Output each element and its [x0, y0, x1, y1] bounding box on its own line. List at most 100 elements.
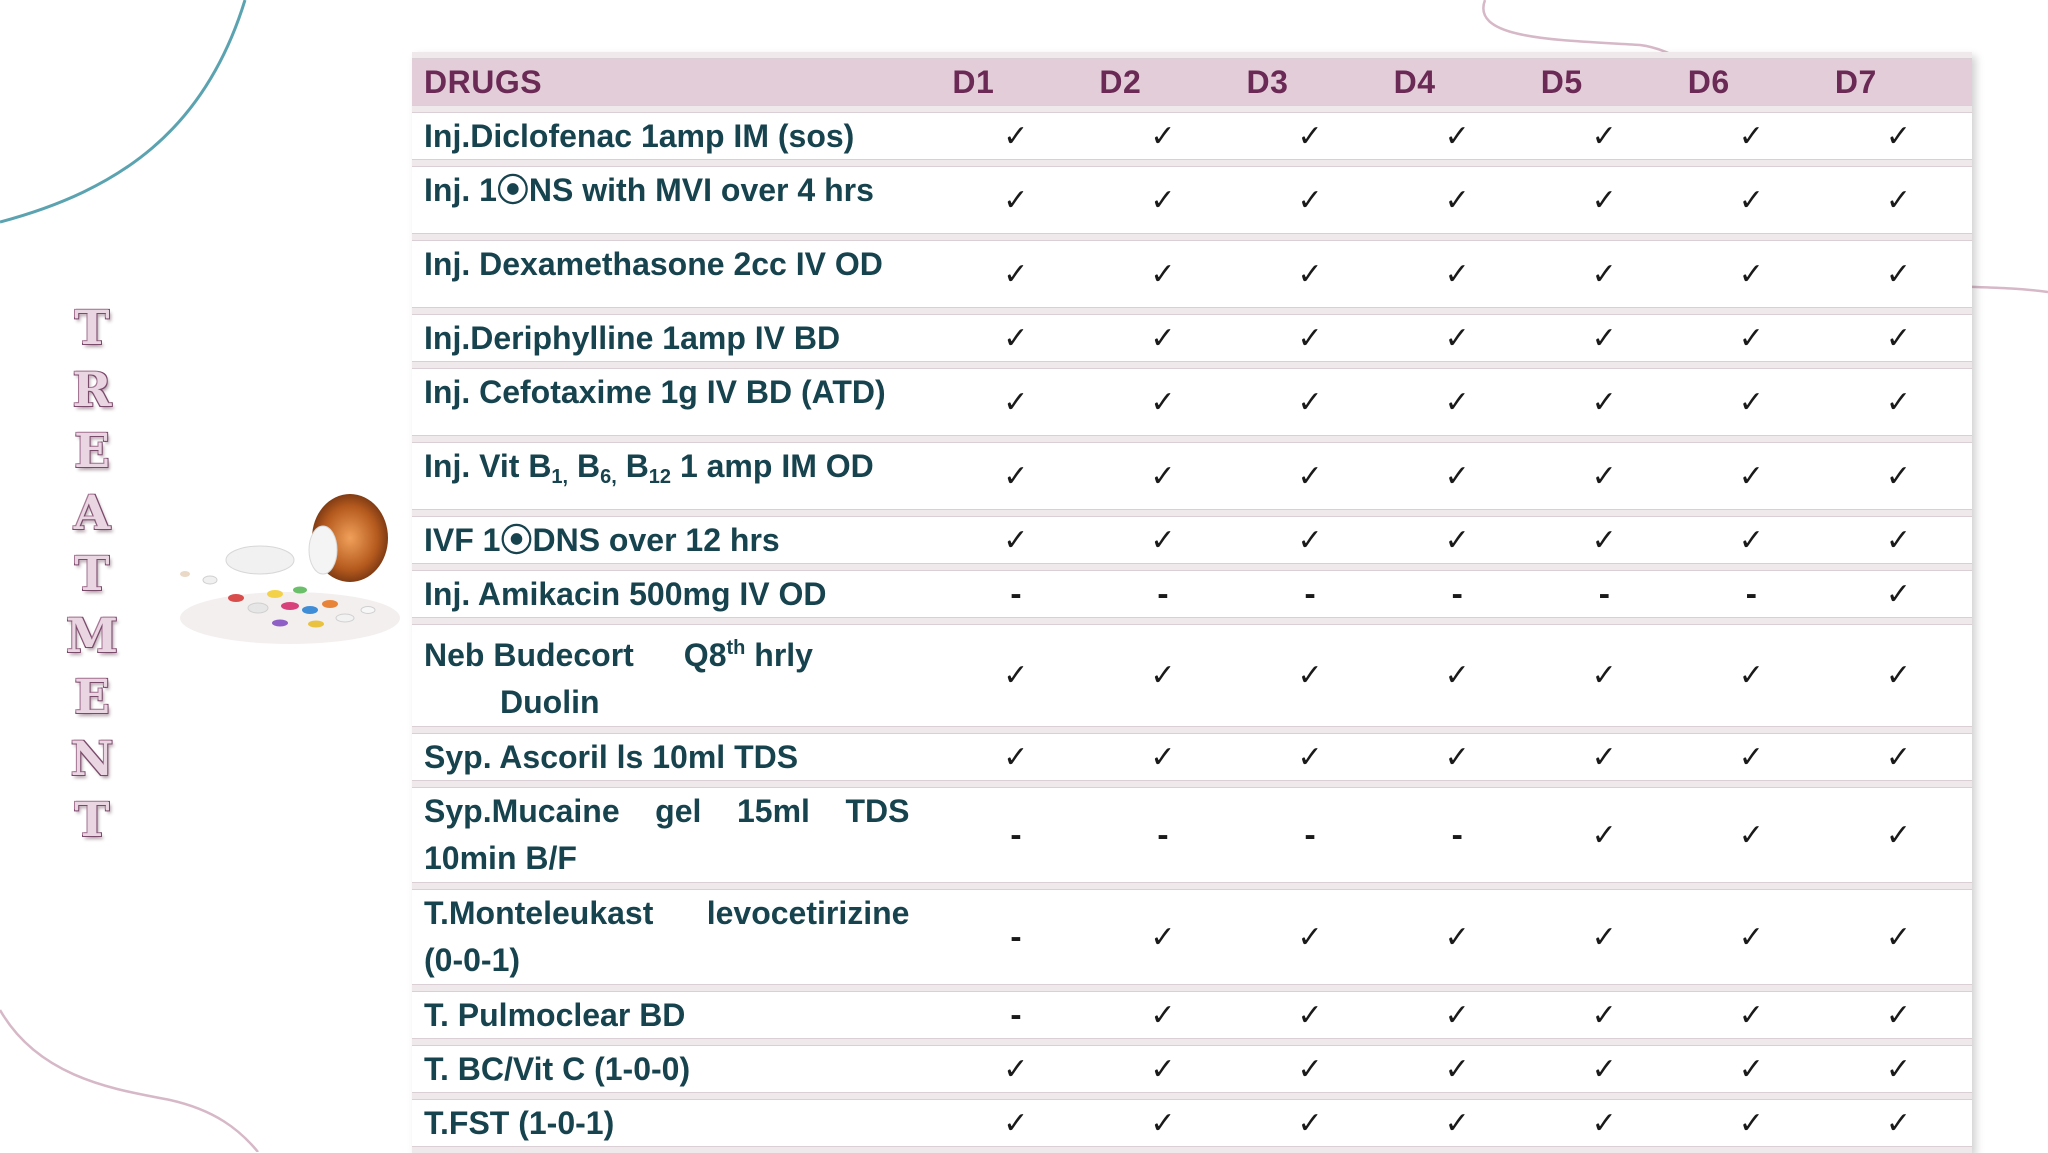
table-row: T.Monteleukast levocetirizine (0-0-1) - ✓ ✓…	[412, 889, 1972, 985]
drug-name: Inj. Amikacin 500mg IV OD	[412, 570, 943, 618]
subscript: 1,	[551, 466, 569, 488]
check-mark: ✓	[1824, 166, 1972, 234]
check-mark: ✓	[1530, 991, 1678, 1039]
check-mark: ✓	[1824, 368, 1972, 436]
drug-name: Inj.Diclofenac 1amp IM (sos)	[412, 112, 943, 160]
check-mark: ✓	[942, 368, 1090, 436]
check-mark: ✓	[1089, 442, 1237, 510]
drug-text: hrly	[745, 637, 813, 673]
check-mark: ✓	[1236, 112, 1384, 160]
header-day: D5	[1530, 58, 1678, 106]
drug-name: Syp.Mucaine gel 15ml TDS 10min B/F	[412, 787, 943, 883]
check-mark: ✓	[1677, 240, 1825, 308]
check-mark: ✓	[1530, 240, 1678, 308]
drug-text: Q8	[683, 637, 727, 673]
check-mark: ✓	[1236, 240, 1384, 308]
check-mark: ✓	[1677, 733, 1825, 781]
check-mark: ✓	[1089, 112, 1237, 160]
title-letter: E	[74, 424, 110, 479]
check-mark: ✓	[1089, 624, 1237, 727]
drug-text: B	[616, 448, 649, 484]
table-row: T. BC/Vit C (1-0-0) ✓ ✓ ✓ ✓ ✓ ✓ ✓	[412, 1045, 1972, 1093]
check-mark: ✓	[1824, 889, 1972, 985]
title-letter: E	[74, 670, 110, 725]
check-mark: ✓	[1236, 1045, 1384, 1093]
dash-mark: -	[942, 889, 1090, 985]
check-mark: ✓	[1824, 314, 1972, 362]
check-mark: ✓	[1530, 442, 1678, 510]
check-mark: ✓	[1530, 733, 1678, 781]
table-header-row: DRUGS D1 D2 D3 D4 D5 D6 D7	[412, 58, 1972, 106]
check-mark: ✓	[1530, 1045, 1678, 1093]
pink-curve-bottom-left	[0, 1009, 259, 1152]
drug-text: T.Monteleukast levocetirizine	[424, 895, 910, 931]
check-mark: ✓	[1824, 991, 1972, 1039]
check-mark: ✓	[1677, 1099, 1825, 1147]
dash-mark: -	[1383, 787, 1531, 883]
title-letter: T	[74, 301, 110, 356]
check-mark: ✓	[1824, 1045, 1972, 1093]
drug-name: Neb Budecort Q8th hrly Duolin	[412, 624, 943, 727]
check-mark: ✓	[1530, 166, 1678, 234]
check-mark: ✓	[1824, 240, 1972, 308]
check-mark: ✓	[1824, 624, 1972, 727]
drug-name: Inj. Dexamethasone 2cc IV OD	[412, 240, 943, 308]
check-mark: ✓	[1236, 624, 1384, 727]
check-mark: ✓	[942, 624, 1090, 727]
drug-name: Syp. Ascoril ls 10ml TDS	[412, 733, 943, 781]
dash-mark: -	[942, 570, 1090, 618]
drug-name: Inj. 1⦿NS with MVI over 4 hrs	[412, 166, 943, 234]
check-mark: ✓	[1089, 991, 1237, 1039]
dash-mark: -	[1530, 570, 1678, 618]
check-mark: ✓	[1089, 166, 1237, 234]
header-day: D3	[1236, 58, 1384, 106]
table-row: T. Pulmoclear BD - ✓ ✓ ✓ ✓ ✓ ✓	[412, 991, 1972, 1039]
check-mark: ✓	[942, 166, 1090, 234]
table-row: T.FST (1-0-1) ✓ ✓ ✓ ✓ ✓ ✓ ✓	[412, 1099, 1972, 1147]
dash-mark: -	[1089, 570, 1237, 618]
header-drugs: DRUGS	[412, 58, 943, 106]
check-mark: ✓	[1236, 516, 1384, 564]
table-row: Inj.Deriphylline 1amp IV BD ✓ ✓ ✓ ✓ ✓ ✓ ✓	[412, 314, 1972, 362]
check-mark: ✓	[1824, 733, 1972, 781]
check-mark: ✓	[1677, 1045, 1825, 1093]
dash-mark: -	[1677, 570, 1825, 618]
drug-name: T.FST (1-0-1)	[412, 1099, 943, 1147]
check-mark: ✓	[1383, 368, 1531, 436]
check-mark: ✓	[1530, 314, 1678, 362]
check-mark: ✓	[1383, 1099, 1531, 1147]
check-mark: ✓	[1383, 624, 1531, 727]
drug-text-line2: (0-0-1)	[424, 942, 521, 978]
check-mark: ✓	[1530, 112, 1678, 160]
title-letter: N	[70, 731, 114, 787]
dash-mark: -	[1383, 570, 1531, 618]
title-letter: M	[65, 608, 119, 664]
check-mark: ✓	[942, 442, 1090, 510]
drug-text: B	[568, 448, 601, 484]
check-mark: ✓	[1383, 166, 1531, 234]
check-mark: ✓	[1824, 516, 1972, 564]
check-mark: ✓	[1383, 442, 1531, 510]
check-mark: ✓	[1677, 624, 1825, 727]
drug-text: 1 amp IM OD	[671, 448, 874, 484]
check-mark: ✓	[1824, 442, 1972, 510]
check-mark: ✓	[1824, 570, 1972, 618]
check-mark: ✓	[1089, 516, 1237, 564]
check-mark: ✓	[942, 733, 1090, 781]
check-mark: ✓	[942, 314, 1090, 362]
drug-text: Inj. Vit B	[424, 448, 552, 484]
check-mark: ✓	[1383, 314, 1531, 362]
drug-text: Syp.Mucaine gel 15ml TDS	[424, 793, 910, 829]
drug-name: Inj. Cefotaxime 1g IV BD (ATD)	[412, 368, 943, 436]
table-row: Inj. Vit B1, B6, B12 1 amp IM OD ✓ ✓ ✓ ✓ ✓ ✓ ✓	[412, 442, 1972, 510]
check-mark: ✓	[1530, 624, 1678, 727]
check-mark: ✓	[1677, 787, 1825, 883]
check-mark: ✓	[1089, 889, 1237, 985]
check-mark: ✓	[1530, 368, 1678, 436]
check-mark: ✓	[1383, 1045, 1531, 1093]
check-mark: ✓	[1236, 368, 1384, 436]
check-mark: ✓	[942, 1099, 1090, 1147]
header-day: D7	[1824, 58, 1972, 106]
check-mark: ✓	[1530, 889, 1678, 985]
check-mark: ✓	[1530, 516, 1678, 564]
